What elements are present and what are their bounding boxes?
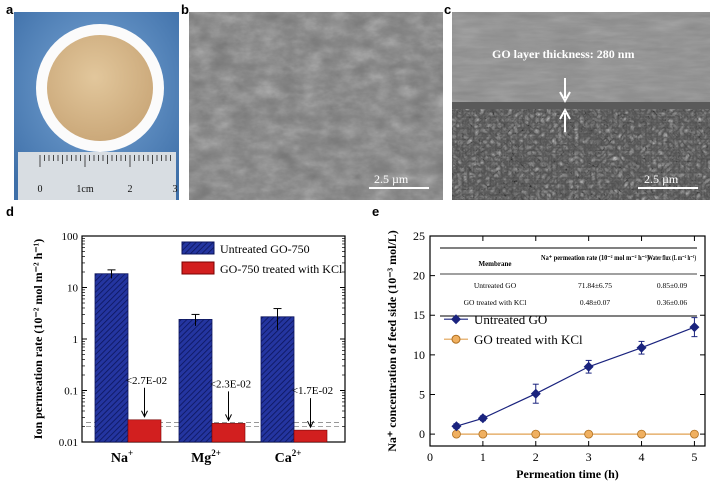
panel-letter-b: b [181,2,189,17]
data-point-kcl [637,429,646,439]
x-category-label: Ca2+ [275,448,302,466]
bar-kcl-treated [127,419,162,443]
data-point-untreated [689,322,700,333]
y-tick-label: 0.01 [59,437,78,449]
na-concentration-line-chart: 0 5 10 15 20 25 0 1 2 3 4 5 Membrane Na⁺ permeation r… [385,229,706,481]
bar-kcl-treated [211,423,246,443]
x-category-label: Na+ [111,448,133,466]
panel-letter-d: d [6,204,14,219]
y-tick-label: 1 [73,334,79,346]
ruler-label: 3 [173,184,178,195]
panel-letter-e: e [372,204,380,219]
annotation-arrowhead [141,410,148,418]
y-axis-label: Ion permeation rate (10⁻² mol m⁻² h⁻¹) [31,239,45,439]
sem-cross-section-image: GO layer thickness: 280 nm 2.5 µm [452,12,710,200]
legend-label: GO treated with KCl [474,332,583,347]
table-cell: Untreated GO [474,281,517,290]
x-tick-label: 5 [691,450,697,464]
y-tick-label: 10 [413,348,425,362]
legend-marker [451,314,461,325]
data-point-kcl [531,429,541,439]
panel-letter-c: c [444,2,452,17]
legend-label: GO-750 treated with KCl [220,262,343,276]
x-tick-label: 2 [533,450,539,464]
bar-untreated [94,273,129,443]
ruler-label: 0 [38,184,43,195]
data-point-untreated [583,361,594,372]
x-tick-label: 0 [427,450,433,464]
x-tick-label: 4 [639,450,645,464]
bar-untreated [260,316,295,443]
y-tick-label: 0 [419,427,425,441]
table-cell: 0.85±0.09 [657,281,688,290]
data-point-kcl [584,429,594,439]
data-point-kcl [452,429,461,439]
table-cell: 0.48±0.07 [580,298,611,307]
x-category-label: Mg2+ [191,448,221,466]
y-tick-label: 0.1 [64,386,78,398]
y-tick-label: 20 [413,269,425,283]
table-cell: 0.36±0.06 [657,298,688,307]
plot-frame [429,235,706,447]
scale-bar-label-c: 2.5 µm [644,172,679,186]
data-point-untreated [477,413,488,424]
data-point-untreated [451,421,462,432]
y-tick-label: 100 [62,231,79,243]
bar-annotation: <1.7E-02 [292,385,333,397]
membrane-disc [47,35,153,141]
table-cell: 71.84±6.75 [578,281,612,290]
x-axis-label: Permeation time (h) [516,467,619,481]
legend-marker [451,334,461,344]
scale-bar-label-b: 2.5 µm [374,172,409,186]
annotation-arrowhead [225,414,232,422]
panel-letter-a: a [6,2,14,17]
legend-swatch-untreated [181,241,215,255]
ion-permeation-bar-chart: 0.01 0.1 1 10 100 <2.7E-02 Na+ <2.3E-02 Mg2+ <1.7… [31,231,346,466]
y-tick-label: 15 [413,308,425,322]
data-point-kcl [690,429,699,439]
legend-label: Untreated GO [474,312,547,327]
membrane-photo: 0 1cm 2 3 [14,12,179,200]
go-layer [452,102,710,109]
bar-annotation: <2.7E-02 [126,375,167,387]
thickness-annotation: GO layer thickness: 280 nm [492,47,634,61]
x-tick-label: 1 [480,450,486,464]
series-line-untreated [456,326,695,427]
table-header: Water flux (L m⁻² h⁻¹) [648,254,696,262]
bar-kcl-treated [293,429,328,443]
x-tick-label: 3 [586,450,592,464]
legend-label: Untreated GO-750 [220,242,310,256]
data-point-untreated [636,342,647,353]
table-header: Membrane [478,260,511,268]
y-tick-label: 25 [413,229,425,243]
ruler-label: 2 [128,184,133,195]
table-header: Na⁺ permeation rate (10⁻² mol m⁻² h⁻¹) [541,254,650,262]
ruler-label: 1cm [76,184,93,195]
legend-swatch-kcl [181,261,215,275]
y-tick-label: 5 [419,387,425,401]
data-point-kcl [478,429,488,439]
bar-annotation: <2.3E-02 [210,378,251,390]
table-cell: GO treated with KCl [464,298,527,307]
annotation-arrowhead [307,420,314,429]
y-tick-label: 10 [67,283,79,295]
sem-surface-image: 2.5 µm [189,12,443,200]
y-axis-label: Na⁺ concentration of feed side (10⁻³ mol… [385,230,399,452]
bar-untreated [178,319,213,443]
data-point-untreated [530,388,541,399]
